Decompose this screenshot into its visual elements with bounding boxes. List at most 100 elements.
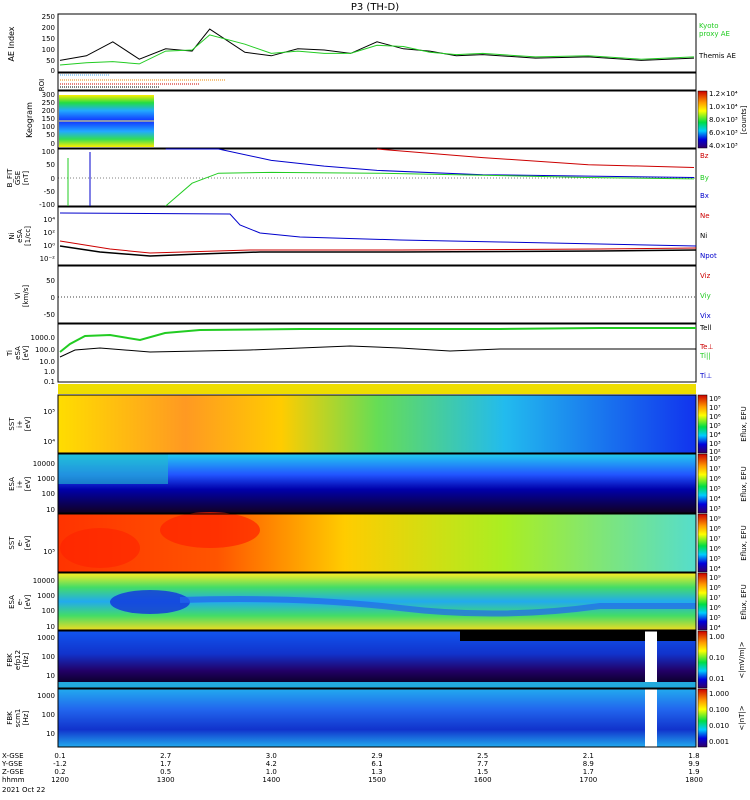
vi-ytick: 0 bbox=[51, 294, 55, 302]
sst-e-colorbar-ticks: 10⁹ 10⁸ 10⁷ 10⁶ 10⁵ 10⁴ bbox=[709, 515, 721, 573]
esa-i-ylabel: i+ bbox=[16, 480, 24, 488]
esa-i-cb-tick: 10⁶ bbox=[709, 475, 721, 483]
ni-ytick: 10⁰ bbox=[43, 242, 55, 250]
x-tick-z: 1.9 bbox=[688, 768, 699, 776]
vi-legend-viy: Viy bbox=[700, 292, 711, 300]
fbk-e-ytick: 1000 bbox=[37, 634, 55, 642]
ae-yticks: 250 200 150 100 50 0 bbox=[42, 13, 55, 75]
ti-legend-teperp: Te⊥ bbox=[699, 343, 714, 351]
fbk-b-ylabel: scm1 bbox=[14, 709, 22, 728]
sst-i-ylabel: SST bbox=[8, 417, 16, 431]
keogram-ytick: 150 bbox=[42, 115, 55, 123]
x-tick-y: 9.9 bbox=[688, 760, 699, 768]
panel-ni: Ni eSA [1/cc] 10⁴ 10² 10⁰ 10⁻² Ne Ni Npo… bbox=[8, 206, 717, 266]
ni-ylabel: [1/cc] bbox=[24, 226, 32, 246]
sst-i-cb-label: Eflux, EFU bbox=[740, 406, 748, 441]
ae-ytick: 150 bbox=[42, 35, 55, 43]
sst-e-ylabel: [eV] bbox=[24, 535, 32, 550]
bfit-by-line bbox=[165, 171, 695, 207]
x-row-label: Z-GSE bbox=[2, 768, 24, 776]
keogram-cb-tick: 4.0×10³ bbox=[709, 142, 738, 150]
sst-i-cb-tick: 10⁷ bbox=[709, 404, 721, 412]
keogram-ylabel: Keogram bbox=[25, 102, 34, 138]
fbk-e-colorbar-ticks: 1.00 0.10 0.01 bbox=[709, 633, 725, 683]
x-tick-t: 1600 bbox=[474, 776, 492, 784]
fbk-b-ytick: 1000 bbox=[37, 692, 55, 700]
fbk-e-yticks: 1000 100 10 bbox=[37, 634, 55, 680]
x-tick-y: 1.7 bbox=[160, 760, 171, 768]
sst-i-ytick: 10⁵ bbox=[43, 408, 55, 416]
esa-e-cb-tick: 10⁸ bbox=[709, 584, 721, 592]
sst-i-cb-tick: 10⁵ bbox=[709, 422, 721, 430]
sst-i-colorbar-ticks: 10⁸ 10⁷ 10⁶ 10⁵ 10⁴ 10³ 10² bbox=[709, 395, 721, 456]
ti-yticks: 1000.0 100.0 10.0 1.0 0.1 bbox=[31, 334, 56, 386]
esa-e-cb-tick: 10⁵ bbox=[709, 614, 721, 622]
bfit-ylabel: GSE bbox=[14, 171, 22, 185]
ae-ytick: 200 bbox=[42, 24, 55, 32]
keogram-ytick: 0 bbox=[51, 140, 55, 148]
fbk-b-colorbar-ticks: 1.000 0.100 0.010 0.001 bbox=[709, 690, 729, 746]
x-tick-x: 2.7 bbox=[160, 752, 171, 760]
esa-i-ytick: 100 bbox=[42, 490, 55, 498]
esa-i-ytick: 1000 bbox=[37, 475, 55, 483]
sst-e-ytick: 10⁵ bbox=[43, 548, 55, 556]
bfit-yticks: 100 50 0 -50 -100 bbox=[39, 148, 55, 209]
esa-i-cb-tick: 10⁸ bbox=[709, 455, 721, 463]
bfit-legend-bz: Bz bbox=[700, 152, 709, 160]
x-tick-t: 1400 bbox=[262, 776, 280, 784]
bfit-legend-bx: Bx bbox=[700, 192, 709, 200]
x-tick-z: 0.5 bbox=[160, 768, 171, 776]
bfit-bx-line bbox=[165, 148, 695, 178]
vi-yticks: 50 0 -50 bbox=[44, 277, 55, 319]
panel-roi: ROI bbox=[38, 72, 697, 91]
panel-esa-e: ESA e- [eV] 10000 1000 100 10 10⁹ 10⁸ 10… bbox=[8, 572, 748, 632]
ni-ylabel: eSA bbox=[16, 229, 24, 243]
keogram-ytick: 50 bbox=[46, 131, 55, 139]
fbk-b-ylabel: [Hz] bbox=[22, 711, 30, 726]
panel-ae: AE Index 250 200 150 100 50 0 Kyoto prox… bbox=[7, 13, 736, 75]
fbk-b-ytick: 10 bbox=[46, 730, 55, 738]
vi-legend-viz: Viz bbox=[700, 272, 711, 280]
keogram-cb-tick: 6.0×10³ bbox=[709, 129, 738, 137]
sst-e-cb-label: Eflux, EFU bbox=[740, 525, 748, 560]
x-tick-columns: 0.1-1.20.212002.71.70.513003.04.21.01400… bbox=[51, 752, 703, 784]
bfit-ytick: 50 bbox=[46, 161, 55, 169]
esa-e-ylabel: e- bbox=[16, 598, 24, 605]
ae-ytick: 0 bbox=[51, 67, 55, 75]
vi-ylabel: [km/s] bbox=[22, 285, 30, 308]
esa-e-ytick: 10 bbox=[46, 623, 55, 631]
ti-legend-tiperp: Ti⊥ bbox=[699, 372, 712, 380]
panel-fbk-b: FBK scm1 [Hz] 1000 100 10 1.000 0.100 0.… bbox=[6, 688, 746, 748]
x-date-label: 2021 Oct 22 bbox=[2, 786, 45, 794]
vi-ylabel: Vi bbox=[14, 293, 22, 300]
ae-themis-line bbox=[59, 28, 695, 61]
sst-i-cb-tick: 10⁸ bbox=[709, 395, 721, 403]
keogram-cb-label: [counts] bbox=[740, 105, 748, 134]
ti-ylabel: [eV] bbox=[22, 345, 30, 360]
x-row-label: Y-GSE bbox=[1, 760, 23, 768]
sst-e-cb-tick: 10⁵ bbox=[709, 555, 721, 563]
ni-yticks: 10⁴ 10² 10⁰ 10⁻² bbox=[40, 216, 56, 263]
panel-sst-i: SST i+ [eV] 10⁵ 10⁴ 10⁸ 10⁷ 10⁶ 10⁵ 10⁴ … bbox=[8, 394, 748, 456]
fbk-b-ylabel: FBK bbox=[6, 711, 14, 725]
x-tick-y: -1.2 bbox=[53, 760, 67, 768]
panel-sst-e: SST e- [eV] 10⁵ 10⁹ 10⁸ 10⁷ 10⁶ 10⁵ 10⁴ … bbox=[8, 512, 748, 573]
esa-e-ylabel: [eV] bbox=[24, 594, 32, 609]
ae-legend-themis: Themis AE bbox=[698, 52, 736, 60]
ti-tell-line bbox=[59, 345, 696, 358]
ti-ytick: 1000.0 bbox=[31, 334, 56, 342]
bfit-bz-line bbox=[376, 148, 695, 168]
keogram-cb-tick: 8.0×10³ bbox=[709, 116, 738, 124]
esa-i-colorbar-ticks: 10⁸ 10⁷ 10⁶ 10⁵ 10⁴ 10³ bbox=[709, 455, 721, 513]
x-tick-x: 2.9 bbox=[371, 752, 382, 760]
x-tick-y: 6.1 bbox=[371, 760, 382, 768]
ti-legend-tipar: Ti|| bbox=[699, 352, 711, 360]
fbk-e-ylabel: FBK bbox=[6, 653, 14, 667]
ae-legend-kyoto: Kyoto bbox=[699, 22, 719, 30]
panel-esa-i: ESA i+ [eV] 10000 1000 100 10 10⁸ 10⁷ 10… bbox=[8, 453, 748, 514]
ae-ytick: 100 bbox=[42, 46, 55, 54]
sst-e-ylabel: SST bbox=[8, 536, 16, 550]
sst-e-ylabel: e- bbox=[16, 539, 24, 546]
vi-ytick: 50 bbox=[46, 277, 55, 285]
ti-ytick: 0.1 bbox=[44, 378, 55, 386]
